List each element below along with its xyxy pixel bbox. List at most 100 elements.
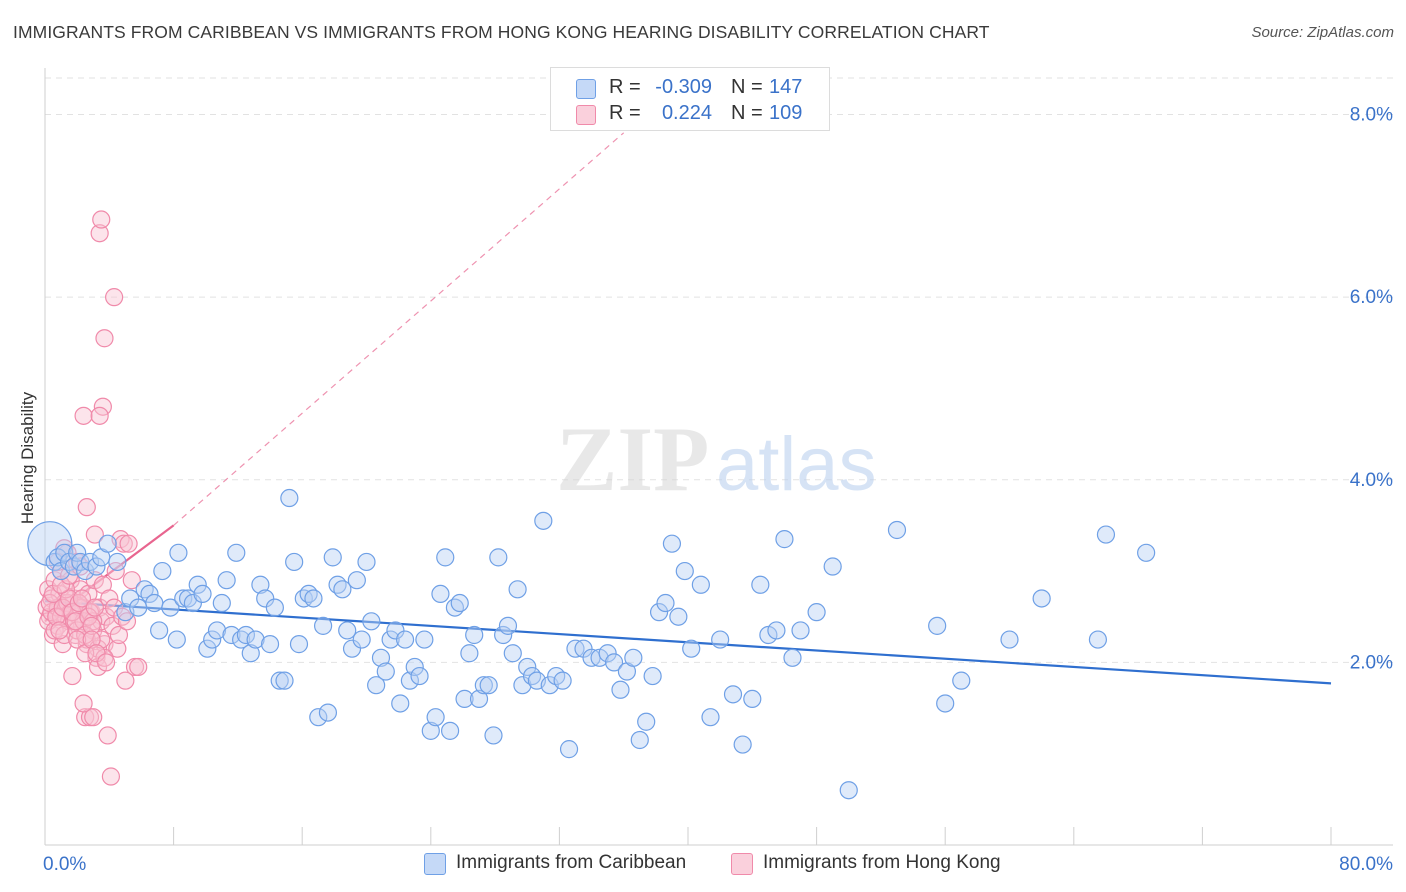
data-point-hong-kong (87, 644, 106, 663)
data-point-caribbean (410, 666, 429, 686)
chart-title: IMMIGRANTS FROM CARIBBEAN VS IMMIGRANTS … (13, 22, 990, 42)
data-point-hong-kong (85, 525, 104, 544)
data-point-caribbean (318, 703, 338, 722)
data-point-caribbean (275, 671, 294, 690)
data-point-hong-kong (53, 635, 72, 654)
data-point-hong-kong (98, 726, 117, 745)
data-point-caribbean (323, 548, 342, 567)
data-point-hong-kong (101, 767, 121, 786)
data-point-caribbean (362, 612, 381, 631)
data-point-caribbean (474, 676, 493, 695)
data-point-caribbean (256, 589, 275, 608)
data-point-caribbean (1088, 630, 1108, 649)
data-point-caribbean (807, 603, 826, 622)
data-point-hong-kong (74, 694, 93, 713)
data-point-caribbean (193, 584, 212, 603)
legend-n-label: N = (731, 102, 763, 124)
legend-r-value: -0.309 (655, 76, 712, 98)
data-point-caribbean (347, 571, 366, 590)
data-point-hong-kong (82, 630, 101, 649)
data-point-caribbean (285, 552, 304, 572)
data-point-hong-kong (129, 657, 148, 677)
data-point-hong-kong (96, 653, 116, 672)
data-point-caribbean (682, 639, 701, 658)
data-point-caribbean (174, 589, 193, 608)
data-point-caribbean (450, 593, 469, 613)
data-point-caribbean (775, 530, 794, 549)
y-tick-label: 4.0% (1350, 470, 1393, 491)
tick-labels: 2.0% 4.0% 6.0% 8.0% 0.0% 80.0% (43, 105, 1393, 875)
legend-swatch-pink (576, 105, 596, 125)
data-point-hong-kong (72, 589, 92, 608)
data-point-caribbean (426, 708, 445, 727)
data-point-caribbean (169, 543, 188, 562)
legend-row-hong-kong: R = 0.224 N = 109 (551, 102, 829, 128)
data-point-caribbean (386, 621, 405, 640)
data-point-caribbean (723, 685, 743, 704)
data-point-caribbean (624, 648, 643, 667)
data-point-caribbean (227, 543, 246, 562)
data-point-hong-kong (85, 598, 104, 617)
bottom-legend-swatch-blue (424, 853, 446, 875)
legend-n-value: 147 (769, 76, 803, 98)
data-point-caribbean (465, 625, 484, 645)
data-point-caribbean (421, 721, 440, 740)
data-point-caribbean (431, 584, 450, 603)
legend-r-label: R = (609, 76, 641, 98)
data-point-caribbean (691, 575, 710, 594)
data-point-hong-kong (114, 534, 133, 553)
data-point-caribbean (783, 648, 802, 667)
data-point-caribbean (887, 520, 907, 540)
watermark-atlas: atlas (716, 422, 877, 507)
data-point-caribbean (203, 630, 222, 649)
data-point-caribbean (675, 561, 694, 581)
legend-row-caribbean: R = -0.309 N = 147 (551, 76, 829, 102)
grid-lines (45, 77, 1393, 663)
data-point-caribbean (489, 548, 508, 567)
data-point-hong-kong (63, 666, 82, 686)
data-point-caribbean (637, 712, 656, 731)
trendline-caribbean (44, 600, 1332, 685)
data-point-hong-kong (122, 571, 141, 590)
data-point-caribbean (161, 598, 180, 617)
data-point-hong-kong (105, 288, 124, 307)
bottom-legend-label: Immigrants from Hong Kong (763, 852, 1001, 873)
data-point-hong-kong (100, 589, 119, 608)
trendline-hong-kong-extension (173, 132, 625, 526)
data-point-caribbean (241, 644, 260, 663)
data-point-caribbean (469, 689, 489, 709)
data-point-caribbean (207, 621, 227, 640)
data-point-hong-kong (82, 616, 101, 635)
data-point-caribbean (395, 630, 415, 649)
series-caribbean-points (27, 488, 1156, 800)
data-point-caribbean (145, 593, 164, 613)
data-point-caribbean (338, 621, 357, 640)
data-point-hong-kong (68, 630, 87, 649)
data-point-caribbean (27, 521, 73, 567)
y-tick-label: 6.0% (1350, 287, 1393, 308)
data-point-caribbean (952, 671, 971, 690)
data-point-caribbean (559, 740, 579, 759)
data-point-caribbean (484, 726, 503, 745)
data-point-caribbean (701, 708, 720, 727)
data-point-hong-kong (117, 612, 137, 631)
data-point-caribbean (662, 534, 682, 553)
data-point-caribbean (440, 721, 460, 740)
y-tick-label: 8.0% (1350, 105, 1393, 126)
data-point-caribbean (1137, 543, 1156, 562)
data-point-caribbean (518, 657, 537, 677)
data-point-caribbean (1000, 630, 1019, 649)
data-point-hong-kong (103, 616, 122, 635)
data-point-caribbean (630, 730, 649, 750)
data-point-caribbean (357, 552, 376, 572)
data-point-caribbean (222, 625, 241, 645)
data-point-caribbean (791, 621, 810, 640)
legend-swatch-blue (576, 79, 596, 99)
data-point-hong-kong (95, 329, 114, 348)
y-axis-label: Hearing Disability (18, 391, 37, 525)
data-point-caribbean (400, 671, 420, 690)
data-point-caribbean (183, 593, 202, 613)
data-point-caribbean (460, 644, 479, 663)
data-point-caribbean (309, 708, 328, 727)
